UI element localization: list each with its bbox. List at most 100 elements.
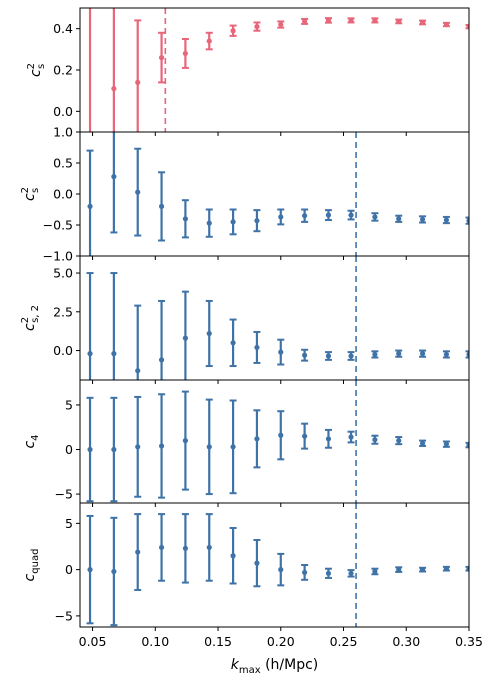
panel-5: −5 0 5 cquad [22,502,470,631]
y-tick-label: 5.0 [53,266,73,281]
data-point [396,18,402,25]
data-point [158,55,165,61]
data-point [348,212,354,218]
data-point [466,442,469,448]
data-point [396,438,402,444]
data-point [135,444,141,450]
data-point [325,212,332,218]
y-tick-label: 0 [65,442,73,457]
y-tick-label: 0.4 [53,21,73,36]
data-point [135,549,141,555]
y-axis-label: c2s, 2 [20,305,41,331]
data-point [87,567,93,573]
data-point [348,353,354,359]
x-tick-label: 0.35 [455,634,483,649]
data-point [111,446,117,453]
data-point [111,351,117,357]
data-point [419,216,426,223]
data-point [182,545,189,551]
y-tick-label: 5 [65,397,73,412]
panel-2: −1.0 −0.5 0.0 0.5 1.0 c2s [20,125,470,264]
data-point [372,568,378,575]
data-point [443,351,450,358]
data-point [419,351,426,357]
y-tick-label: 0.0 [53,343,73,358]
x-tick-label: 0.15 [204,634,232,649]
data-point [348,434,354,440]
series [86,256,469,380]
data-point [206,38,212,44]
y-tick-label: −5 [55,608,73,623]
data-point [372,437,378,443]
series [86,503,469,627]
panel-1: 0.0 0.2 0.4 c2s [26,1,470,136]
data-point [135,79,141,85]
data-point [348,570,354,576]
data-point [87,203,93,209]
data-point [158,203,165,209]
y-tick-label: 0.0 [53,104,73,119]
data-point [135,368,141,374]
data-point [419,440,426,446]
y-tick-label: 0.5 [53,156,73,171]
data-point [419,19,426,26]
y-axis-label: c4 [22,434,41,448]
data-point [111,86,117,92]
data-point [396,567,402,573]
data-point [230,340,236,346]
data-point [372,214,378,220]
y-tick-label: −5 [55,487,73,502]
data-point [443,21,450,28]
data-point [182,50,189,57]
data-point [254,218,260,224]
data-point [158,443,165,449]
series [87,1,469,132]
panel-3: 0.0 2.5 5.0 c2s, 2 [20,255,470,384]
data-point [443,217,450,223]
panel-4: −5 0 5 c4 [22,379,470,507]
y-tick-label: 0 [65,562,73,577]
data-point [443,566,450,572]
data-point [325,17,332,23]
data-point [466,351,469,358]
data-point [278,349,284,355]
data-point [158,544,165,551]
data-point [87,446,93,453]
data-point [254,436,260,442]
x-tick-label: 0.25 [330,634,358,649]
x-tick-label: 0.10 [141,634,169,649]
data-point [278,567,284,573]
data-point [206,444,212,450]
data-point [111,568,117,575]
data-point [254,560,260,566]
data-point [135,189,141,195]
data-point [254,24,260,30]
data-point [158,357,165,363]
data-point [182,216,189,222]
y-axis-label: c2s [20,187,41,201]
series [86,380,469,503]
data-point [466,24,469,30]
data-point [182,438,189,444]
data-point [372,351,378,358]
series [86,132,469,256]
data-point [302,213,308,219]
data-point [278,21,284,28]
data-point [372,17,378,23]
data-point [396,351,402,357]
data-point [230,553,236,559]
data-point [396,216,402,222]
data-point [466,218,469,224]
data-point [111,174,117,180]
data-point [230,444,236,450]
data-point [443,441,450,447]
data-point [230,28,236,34]
y-tick-label: 1.0 [53,125,73,140]
data-point [87,1,92,6]
data-point [230,219,236,225]
data-point [87,351,93,357]
x-tick-label: 0.05 [79,634,107,649]
data-point [278,432,284,438]
y-axis-label: c2s [26,63,47,77]
